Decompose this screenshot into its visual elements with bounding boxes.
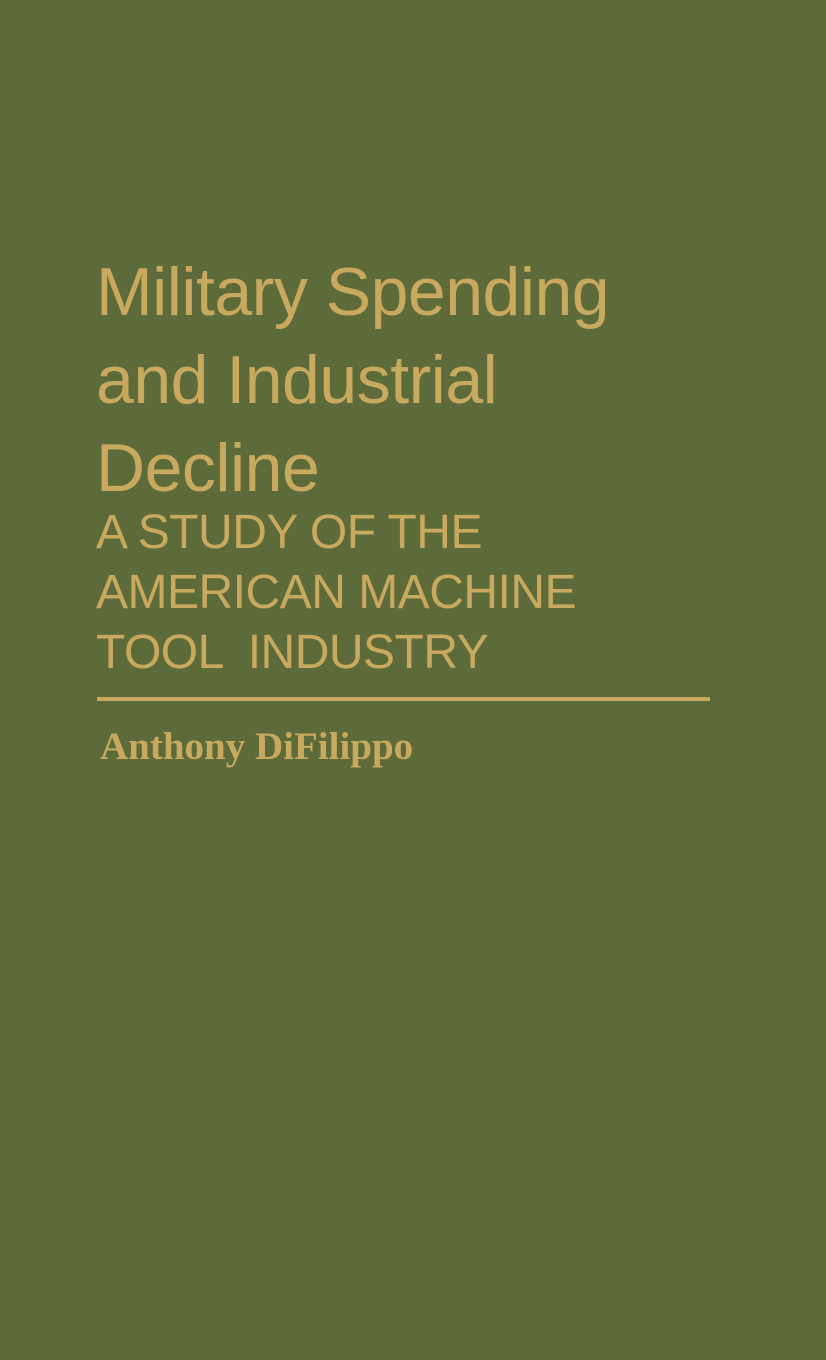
divider-rule [97,697,710,701]
author-name: Anthony DiFilippo [100,725,414,768]
book-title: Military Spending and Industrial Decline [96,254,610,506]
book-subtitle: A STUDY OF THE AMERICAN MACHINE TOOL IND… [96,506,577,679]
